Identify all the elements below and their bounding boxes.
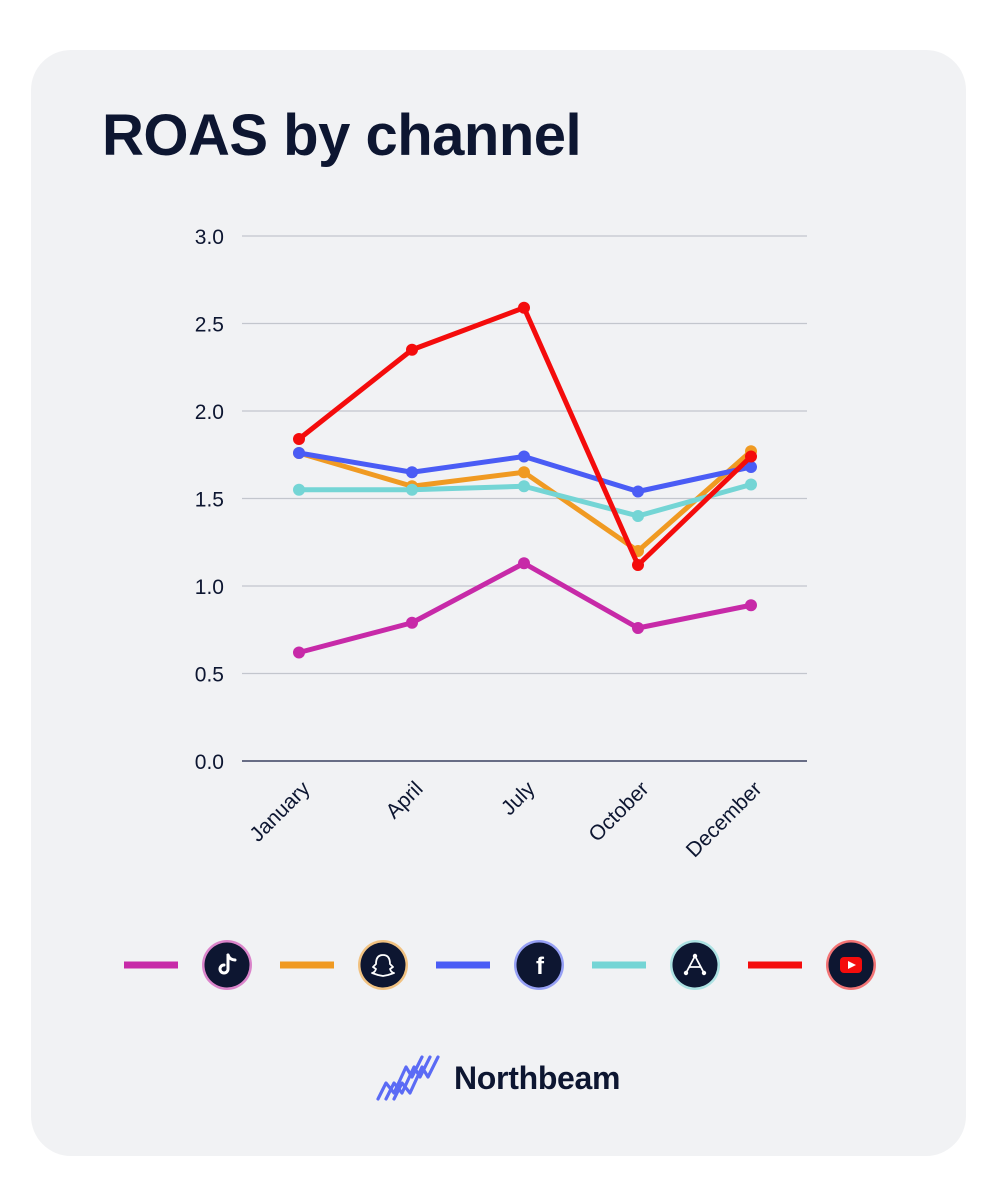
x-tick-label: July [497,777,540,820]
data-point [518,450,530,463]
x-tick-label: October [584,777,653,846]
x-tick-label: April [382,777,428,823]
youtube-icon [826,940,876,990]
data-point [293,483,305,496]
data-point [406,616,418,629]
data-point [518,466,530,479]
y-tick-label: 2.5 [195,314,224,337]
y-tick-label: 3.0 [195,226,224,249]
y-tick-label: 0.5 [195,664,224,687]
brand-name: Northbeam [454,1059,621,1096]
y-tick-label: 2.0 [195,401,224,424]
northbeam-logo-icon [376,1055,440,1101]
y-axis-ticks: 0.0 0.5 1.0 1.5 2.0 2.5 3.0 [195,226,224,774]
legend: f [124,940,876,990]
data-point [406,483,418,496]
svg-text:f: f [536,953,545,980]
tiktok-icon [202,940,252,990]
applovin-icon [670,940,720,990]
x-tick-label: January [245,777,314,846]
y-tick-label: 1.5 [195,489,224,512]
y-tick-label: 0.0 [195,751,224,774]
x-tick-label: December [682,777,767,862]
data-point [293,447,305,459]
chart-title: ROAS by channel [102,103,582,168]
data-point [518,557,530,570]
snapchat-icon [358,940,408,990]
data-point [745,450,757,463]
legend-item [124,940,252,990]
series-line [296,560,754,655]
data-point [632,485,644,498]
data-point [632,510,644,522]
data-point [518,301,530,314]
data-point [745,599,757,612]
legend-item [592,940,720,990]
chart-card [31,50,966,1156]
facebook-icon: f [514,940,564,990]
y-tick-label: 1.0 [195,576,224,599]
legend-item [280,940,408,990]
data-point [406,466,418,479]
data-point [745,478,757,491]
brand-footer: Northbeam [376,1052,621,1104]
data-point [745,461,757,473]
data-point [518,480,530,493]
data-point [406,343,418,356]
data-point [293,646,305,659]
series-line [296,305,754,568]
data-point [632,622,644,634]
series-lines [293,301,757,659]
x-axis-ticks: January April July October December [245,777,766,862]
legend-item: f [436,940,564,990]
data-point [632,559,644,571]
data-point [293,433,305,445]
legend-item [748,940,876,990]
